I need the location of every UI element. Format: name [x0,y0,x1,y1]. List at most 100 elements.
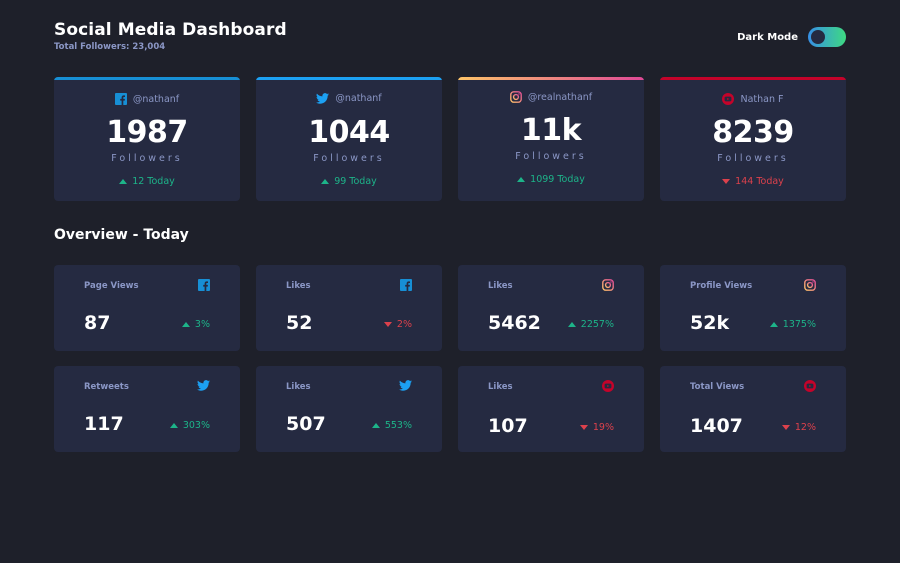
twitter-icon [399,380,412,391]
overview-change: 303% [169,420,210,431]
follower-handle: @realnathanf [527,91,593,103]
overview-value: 5462 [488,312,541,334]
total-followers: Total Followers: 23,004 [54,42,166,52]
instagram-icon [602,279,614,291]
follower-count: 1987 [106,115,188,150]
overview-change: 3% [181,319,210,330]
overview-change: 12% [781,422,816,433]
instagram-icon [804,279,816,291]
overview-card[interactable]: Page Views 87 3% [54,265,240,351]
overview-label: Likes [488,281,513,291]
handle-row: @nathanf [54,93,240,105]
overview-label: Likes [488,382,513,392]
overview-change-text: 3% [194,319,210,330]
overview-change: 1375% [769,319,816,330]
arrow-down-icon [722,179,731,184]
card-accent-bar [660,77,846,80]
overview-change: 2% [383,319,412,330]
overview-label: Retweets [84,382,129,392]
overview-value: 87 [84,312,111,334]
follower-card-youtube[interactable]: Nathan F 8239 Followers 144 Today [660,77,846,201]
follower-today-text: 1099 Today [530,174,585,185]
dark-mode-toggle[interactable] [808,27,846,47]
follower-handle: @nathanf [132,93,180,105]
overview-label: Profile Views [690,281,753,291]
follower-today: 1099 Today [458,174,644,185]
card-accent-bar [256,77,442,80]
follower-count-label: Followers [515,151,587,162]
card-accent-bar [458,77,644,80]
follower-card-instagram[interactable]: @realnathanf 11k Followers 1099 Today [458,77,644,201]
instagram-icon [509,91,522,103]
overview-card[interactable]: Profile Views 52k 1375% [660,265,846,351]
follower-count-label: Followers [111,153,183,164]
arrow-up-icon [119,179,128,184]
overview-card[interactable]: Likes 507 553% [256,366,442,452]
follower-count: 11k [520,113,582,148]
overview-change-text: 2257% [580,319,614,330]
follower-count-label: Followers [717,153,789,164]
dark-mode-control: Dark Mode [737,27,846,47]
arrow-up-icon [321,179,330,184]
facebook-icon [198,279,210,291]
follower-handle: @nathanf [335,93,382,104]
overview-value: 52 [286,312,313,334]
follower-count: 1044 [308,115,390,150]
overview-value: 1407 [690,415,743,437]
follower-handle: Nathan F [740,93,784,105]
overview-label: Total Views [690,382,745,392]
overview-change-text: 303% [182,420,210,431]
overview-change-text: 12% [794,422,816,433]
follower-card-twitter[interactable]: @nathanf 1044 Followers 99 Today [256,77,442,201]
overview-change-text: 553% [384,420,412,431]
header: Social Media Dashboard Total Followers: … [54,20,846,60]
follower-today-text: 99 Today [334,176,377,187]
follower-count: 8239 [712,115,794,150]
twitter-icon [316,93,330,104]
handle-row: @realnathanf [458,91,644,103]
twitter-icon [197,380,210,391]
follower-today: 12 Today [54,176,240,187]
arrow-up-icon [769,322,778,327]
overview-value: 107 [488,415,528,437]
dark-mode-label: Dark Mode [737,31,798,43]
arrow-down-icon [781,425,790,430]
overview-label: Likes [286,382,311,392]
youtube-icon [722,93,735,105]
overview-value: 507 [286,413,326,435]
page-title: Social Media Dashboard [54,20,287,40]
follower-today: 144 Today [660,176,846,187]
follower-count-label: Followers [313,153,385,164]
youtube-icon [804,380,816,392]
overview-title: Overview - Today [54,227,189,243]
overview-change-text: 19% [592,422,614,433]
facebook-icon [400,279,412,291]
arrow-down-icon [383,322,392,327]
overview-value: 52k [690,312,730,334]
arrow-up-icon [517,177,526,182]
arrow-up-icon [169,423,178,428]
overview-card[interactable]: Likes 5462 2257% [458,265,644,351]
overview-card[interactable]: Likes 107 19% [458,366,644,452]
overview-change-text: 1375% [782,319,816,330]
arrow-up-icon [181,322,190,327]
handle-row: Nathan F [660,93,846,105]
overview-card[interactable]: Retweets 117 303% [54,366,240,452]
overview-change: 2257% [567,319,614,330]
overview-card[interactable]: Likes 52 2% [256,265,442,351]
overview-label: Page Views [84,281,139,291]
overview-value: 117 [84,413,124,435]
arrow-down-icon [579,425,588,430]
follower-today-text: 12 Today [132,176,175,187]
follower-today: 99 Today [256,176,442,187]
facebook-icon [114,93,127,105]
follower-card-facebook[interactable]: @nathanf 1987 Followers 12 Today [54,77,240,201]
follower-today-text: 144 Today [735,176,784,187]
overview-card[interactable]: Total Views 1407 12% [660,366,846,452]
card-accent-bar [54,77,240,80]
handle-row: @nathanf [256,93,442,104]
arrow-up-icon [567,322,576,327]
youtube-icon [602,380,614,392]
overview-change-text: 2% [396,319,412,330]
